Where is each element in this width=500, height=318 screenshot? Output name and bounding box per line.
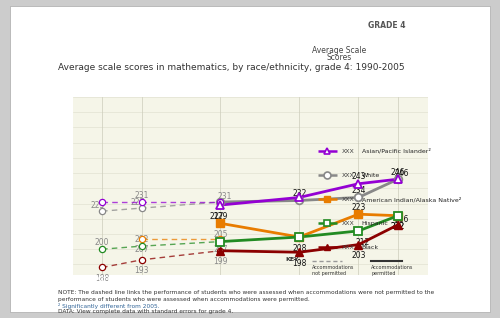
Text: 300: 300 [58,94,70,100]
Text: ☒ Hispanic: ☒ Hispanic [194,82,233,88]
Text: ² Significantly different from 2005.: ² Significantly different from 2005. [58,302,159,308]
Text: 202: 202 [134,235,148,244]
Text: 231: 231 [218,192,232,201]
Text: 217: 217 [209,212,224,221]
Text: 231: 231 [134,190,148,200]
Text: 210: 210 [58,232,70,237]
Text: '00: '00 [292,276,306,287]
Text: 222: 222 [391,222,405,231]
Text: 212: 212 [356,238,370,246]
Text: 223: 223 [352,203,366,212]
Text: Asian/Pacific Islander²: Asian/Pacific Islander² [362,149,430,154]
Text: 220: 220 [58,216,70,221]
Text: 222: 222 [391,222,405,231]
Text: 246: 246 [395,169,409,178]
Text: White: White [362,173,380,178]
Text: 227: 227 [130,198,144,207]
Text: ☒ American Indian / Alaska Native: ☒ American Indian / Alaska Native [313,82,433,88]
Text: Accommodations
permitted: Accommodations permitted [372,265,414,276]
Text: Hispanic: Hispanic [362,221,388,226]
Text: XXX: XXX [342,149,354,154]
Text: 230: 230 [58,201,70,206]
Text: ☒ White: ☒ White [128,82,156,88]
Text: Average scale scores in mathematics, by race/ethnicity, grade 4: 1990-2005: Average scale scores in mathematics, by … [58,63,404,72]
Text: Scores: Scores [326,53,351,62]
Text: 246: 246 [390,168,405,177]
Text: 260: 260 [58,156,70,160]
Text: 216: 216 [395,215,409,224]
Text: Average Scale: Average Scale [312,46,366,55]
Text: 232: 232 [292,189,306,198]
Text: KEY: KEY [286,258,300,262]
Text: '92: '92 [134,276,149,287]
Text: ☒ Asian / Pacific Islander: ☒ Asian / Pacific Islander [239,82,326,88]
Text: 240: 240 [58,186,70,191]
Text: 198: 198 [292,259,306,268]
Text: 229: 229 [213,212,228,221]
Text: 225: 225 [90,201,105,210]
Text: 〜: 〜 [61,80,66,90]
Text: 199: 199 [213,257,228,266]
Text: Accommodations
not permitted: Accommodations not permitted [312,265,354,276]
Text: DATA: View complete data with standard errors for grade 4.: DATA: View complete data with standard e… [58,309,233,314]
Text: 234: 234 [351,186,366,195]
Text: 193: 193 [134,266,149,275]
Text: SCALE SCORE: SCALE SCORE [61,74,109,79]
Text: ☒ Black: ☒ Black [161,82,188,88]
Text: 203: 203 [351,251,366,260]
Text: GRADE 8: GRADE 8 [426,21,464,30]
Text: XXX: XXX [342,173,354,178]
Text: XXX: XXX [342,197,354,202]
Text: 207: 207 [213,245,228,254]
Text: 243: 243 [351,172,366,181]
Text: Show / Hide:: Show / Hide: [76,80,124,90]
Text: performance of students who were assessed when accommodations were permitted.: performance of students who were assesse… [58,297,309,302]
Text: 190: 190 [58,262,70,267]
Text: Black: Black [362,245,378,250]
Text: 188: 188 [95,274,109,283]
Text: 205: 205 [213,230,228,239]
Text: Achievement: Achievement [398,46,454,55]
Text: 270: 270 [58,140,70,145]
Text: XXX: XXX [342,245,354,250]
Text: 290: 290 [58,110,70,115]
Text: American Indian/Alaska Native²: American Indian/Alaska Native² [362,197,461,202]
Text: YEAR: YEAR [399,277,421,286]
Text: GRADE 4: GRADE 4 [368,21,405,30]
Text: '90: '90 [94,276,110,287]
Text: 250: 250 [58,170,70,176]
Text: '05: '05 [390,276,406,287]
Text: '03: '03 [351,276,366,287]
Text: 200: 200 [58,247,70,252]
Text: Levels: Levels [413,53,440,62]
Text: 208: 208 [292,244,306,252]
Text: XXX: XXX [342,221,354,226]
Text: 200: 200 [95,238,110,247]
Text: 280: 280 [58,125,70,130]
Text: 〜: 〜 [62,100,68,109]
Text: 〜: 〜 [62,265,68,273]
Text: '96: '96 [213,276,228,287]
Text: NOTE: The dashed line links the performance of students who were assessed when a: NOTE: The dashed line links the performa… [58,290,434,295]
Text: 207: 207 [134,245,149,254]
